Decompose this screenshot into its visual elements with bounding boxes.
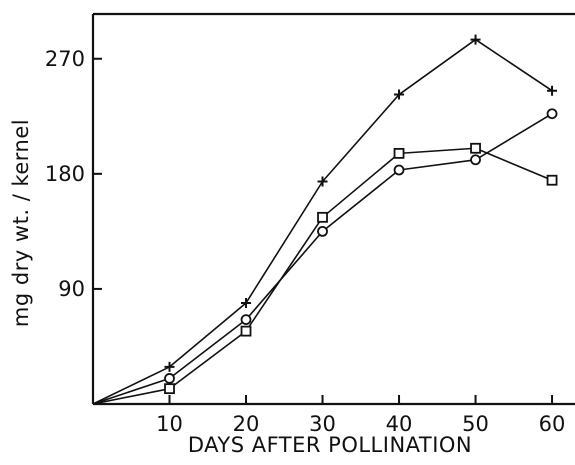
y-tick-label: 180	[45, 162, 85, 186]
circle-marker	[164, 373, 175, 384]
circle-marker	[317, 225, 328, 237]
x-tick-label: 60	[539, 412, 566, 436]
x-tick-label: 50	[462, 412, 489, 436]
ticks: 10 20 30 40 50 60 90 180 270	[45, 47, 566, 436]
series-plus	[92, 34, 558, 405]
x-tick-label: 10	[156, 412, 183, 436]
x-tick-label: 20	[233, 412, 260, 436]
plus-marker	[470, 34, 481, 45]
square-marker	[240, 325, 252, 337]
square-marker	[393, 147, 405, 159]
square-marker	[164, 383, 175, 395]
x-axis-title: DAYS AFTER POLLINATION	[188, 433, 472, 457]
y-axis-title: mg dry wt. / kernel	[9, 119, 33, 327]
plus-marker	[394, 89, 405, 100]
series-group	[92, 34, 558, 405]
plus-marker	[317, 176, 328, 187]
plus-marker	[547, 85, 558, 96]
axes	[91, 12, 575, 406]
square-marker	[546, 174, 558, 186]
series-circle	[92, 108, 558, 405]
x-tick-label: 40	[386, 412, 413, 436]
plus-marker	[164, 361, 175, 372]
square-marker	[317, 211, 328, 223]
square-marker	[470, 142, 481, 154]
circle-marker	[240, 314, 252, 326]
series-line-circle	[92, 113, 553, 405]
circle-marker	[470, 154, 481, 166]
series-line-square	[92, 147, 553, 405]
circle-marker	[393, 164, 405, 176]
y-tick-label: 270	[45, 47, 85, 71]
plus-marker	[241, 297, 252, 308]
y-tick-label: 90	[58, 277, 85, 301]
circle-marker	[546, 108, 558, 120]
x-tick-label: 30	[309, 412, 336, 436]
series-square	[92, 142, 558, 405]
